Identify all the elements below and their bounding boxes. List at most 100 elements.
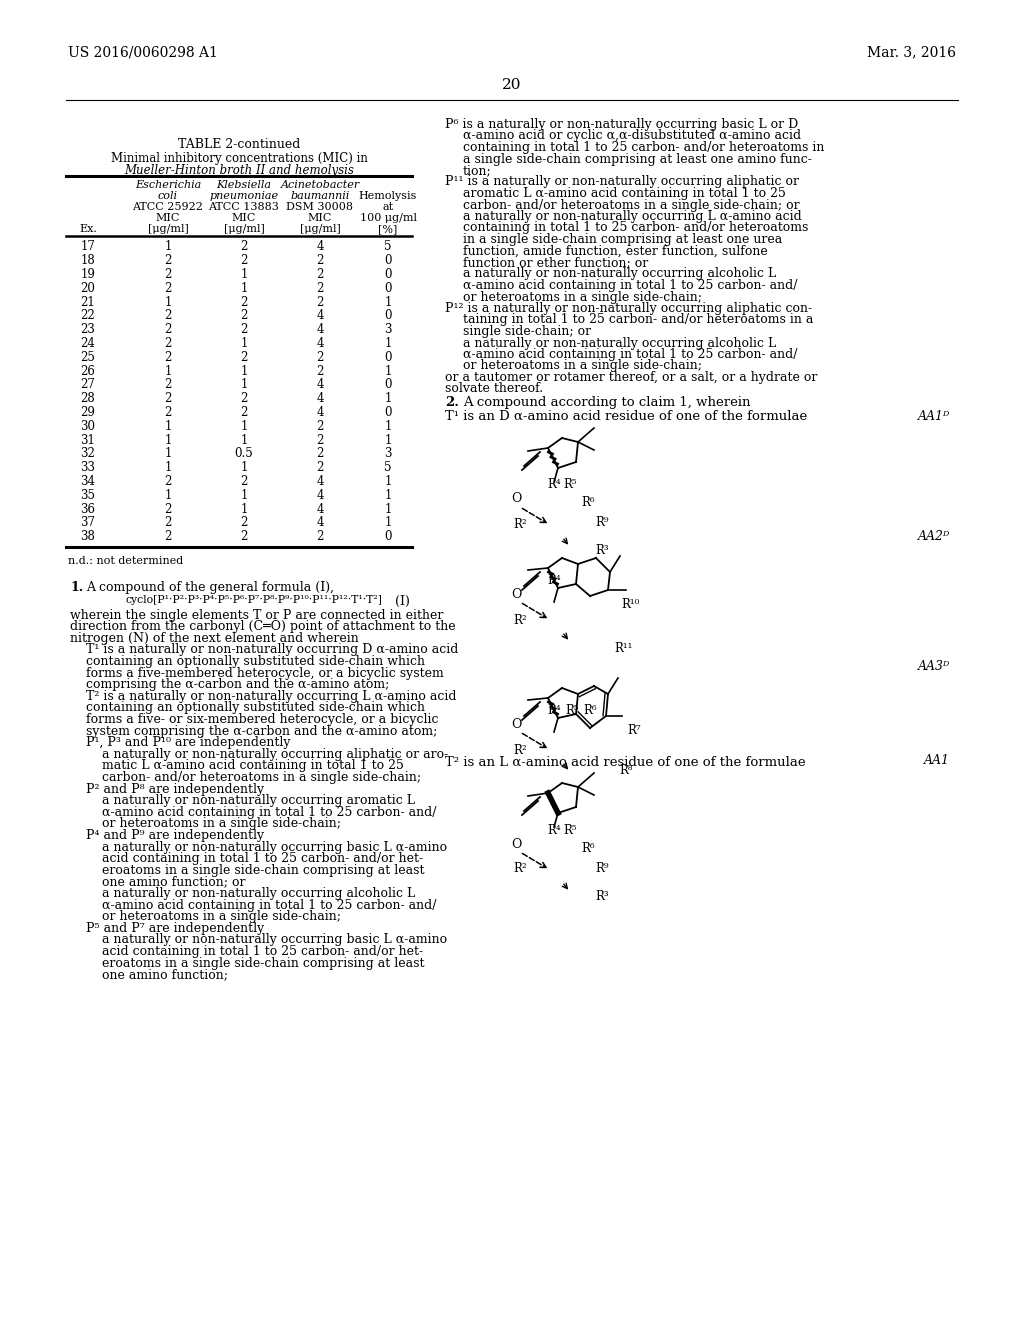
Text: P¹² is a naturally or non-naturally occurring aliphatic con-: P¹² is a naturally or non-naturally occu… bbox=[445, 302, 812, 315]
Text: 2: 2 bbox=[241, 392, 248, 405]
Text: 2: 2 bbox=[316, 255, 324, 267]
Text: 26: 26 bbox=[81, 364, 95, 378]
Text: 2: 2 bbox=[316, 461, 324, 474]
Text: R⁷: R⁷ bbox=[627, 723, 641, 737]
Text: 4: 4 bbox=[316, 379, 324, 392]
Text: one amino function; or: one amino function; or bbox=[102, 875, 246, 888]
Text: 35: 35 bbox=[81, 488, 95, 502]
Text: T² is an L α-amino acid residue of one of the formulae: T² is an L α-amino acid residue of one o… bbox=[445, 756, 806, 770]
Text: 5: 5 bbox=[384, 240, 392, 253]
Text: 2.: 2. bbox=[445, 396, 459, 409]
Text: 25: 25 bbox=[81, 351, 95, 364]
Text: α-amino acid containing in total 1 to 25 carbon- and/: α-amino acid containing in total 1 to 25… bbox=[463, 348, 798, 360]
Text: taining in total 1 to 25 carbon- and/or heteroatoms in a: taining in total 1 to 25 carbon- and/or … bbox=[463, 314, 813, 326]
Text: 2: 2 bbox=[241, 516, 248, 529]
Text: [μg/ml]: [μg/ml] bbox=[223, 224, 264, 234]
Text: 2: 2 bbox=[164, 379, 172, 392]
Text: R²: R² bbox=[513, 517, 526, 531]
Text: acid containing in total 1 to 25 carbon- and/or het-: acid containing in total 1 to 25 carbon-… bbox=[102, 853, 423, 865]
Text: 2: 2 bbox=[241, 255, 248, 267]
Text: 17: 17 bbox=[81, 240, 95, 253]
Text: 0: 0 bbox=[384, 268, 392, 281]
Text: 4: 4 bbox=[316, 407, 324, 418]
Text: one amino function;: one amino function; bbox=[102, 968, 228, 981]
Text: Hemolysis: Hemolysis bbox=[358, 191, 417, 201]
Text: 31: 31 bbox=[81, 433, 95, 446]
Text: 4: 4 bbox=[316, 475, 324, 488]
Text: at: at bbox=[382, 202, 393, 213]
Text: pneumoniae: pneumoniae bbox=[210, 191, 279, 201]
Text: coli: coli bbox=[158, 191, 178, 201]
Text: 37: 37 bbox=[81, 516, 95, 529]
Text: 0: 0 bbox=[384, 255, 392, 267]
Text: 1: 1 bbox=[164, 447, 172, 461]
Text: O: O bbox=[511, 718, 521, 730]
Text: 1: 1 bbox=[241, 433, 248, 446]
Text: Klebsiella: Klebsiella bbox=[216, 180, 271, 190]
Text: containing in total 1 to 25 carbon- and/or heteroatoms: containing in total 1 to 25 carbon- and/… bbox=[463, 222, 808, 235]
Text: 2: 2 bbox=[164, 475, 172, 488]
Text: 2: 2 bbox=[241, 531, 248, 544]
Text: Mueller-Hinton broth II and hemolysis: Mueller-Hinton broth II and hemolysis bbox=[124, 164, 354, 177]
Text: R²: R² bbox=[513, 743, 526, 756]
Text: containing in total 1 to 25 carbon- and/or heteroatoms in: containing in total 1 to 25 carbon- and/… bbox=[463, 141, 824, 154]
Text: a naturally or non-naturally occurring aromatic L: a naturally or non-naturally occurring a… bbox=[102, 795, 415, 808]
Text: MIC: MIC bbox=[308, 213, 332, 223]
Text: 4: 4 bbox=[316, 337, 324, 350]
Text: 2: 2 bbox=[164, 323, 172, 337]
Text: or heteroatoms in a single side-chain;: or heteroatoms in a single side-chain; bbox=[463, 359, 702, 372]
Text: aromatic L α-amino acid containing in total 1 to 25: aromatic L α-amino acid containing in to… bbox=[463, 187, 785, 201]
Text: a naturally or non-naturally occurring aliphatic or aro-: a naturally or non-naturally occurring a… bbox=[102, 748, 449, 760]
Text: 1: 1 bbox=[164, 433, 172, 446]
Text: system comprising the α-carbon and the α-amino atom;: system comprising the α-carbon and the α… bbox=[86, 725, 437, 738]
Text: 2: 2 bbox=[241, 475, 248, 488]
Text: R⁴: R⁴ bbox=[547, 573, 561, 586]
Text: 2: 2 bbox=[164, 531, 172, 544]
Text: 2: 2 bbox=[164, 337, 172, 350]
Text: A compound of the general formula (I),: A compound of the general formula (I), bbox=[86, 581, 334, 594]
Text: Mar. 3, 2016: Mar. 3, 2016 bbox=[867, 45, 956, 59]
Text: AA1: AA1 bbox=[924, 755, 950, 767]
Text: R²: R² bbox=[513, 862, 526, 875]
Text: 4: 4 bbox=[316, 503, 324, 516]
Text: Escherichia: Escherichia bbox=[135, 180, 201, 190]
Text: a naturally or non-naturally occurring alcoholic L: a naturally or non-naturally occurring a… bbox=[463, 268, 776, 281]
Text: 1: 1 bbox=[384, 296, 392, 309]
Text: 1: 1 bbox=[241, 379, 248, 392]
Text: R⁵: R⁵ bbox=[565, 704, 579, 717]
Text: 1: 1 bbox=[164, 420, 172, 433]
Text: A compound according to claim 1, wherein: A compound according to claim 1, wherein bbox=[463, 396, 751, 409]
Text: 1: 1 bbox=[241, 281, 248, 294]
Text: 2: 2 bbox=[164, 503, 172, 516]
Text: 32: 32 bbox=[81, 447, 95, 461]
Text: R⁶: R⁶ bbox=[582, 496, 595, 510]
Text: 30: 30 bbox=[81, 420, 95, 433]
Text: Minimal inhibitory concentrations (MIC) in: Minimal inhibitory concentrations (MIC) … bbox=[111, 152, 368, 165]
Text: in a single side-chain comprising at least one urea: in a single side-chain comprising at lea… bbox=[463, 234, 782, 246]
Text: comprising the α-carbon and the α-amino atom;: comprising the α-carbon and the α-amino … bbox=[86, 678, 389, 692]
Text: 0: 0 bbox=[384, 531, 392, 544]
Text: P⁴ and P⁹ are independently: P⁴ and P⁹ are independently bbox=[86, 829, 264, 842]
Text: 2: 2 bbox=[316, 296, 324, 309]
Text: 1: 1 bbox=[164, 488, 172, 502]
Text: 0: 0 bbox=[384, 351, 392, 364]
Text: α-amino acid or cyclic α,α-disubstituted α-amino acid: α-amino acid or cyclic α,α-disubstituted… bbox=[463, 129, 801, 143]
Text: (I): (I) bbox=[395, 594, 410, 607]
Text: 28: 28 bbox=[81, 392, 95, 405]
Text: 2: 2 bbox=[316, 281, 324, 294]
Text: a naturally or non-naturally occurring alcoholic L: a naturally or non-naturally occurring a… bbox=[102, 887, 416, 900]
Text: 2: 2 bbox=[316, 420, 324, 433]
Text: R¹¹: R¹¹ bbox=[614, 642, 633, 655]
Text: [%]: [%] bbox=[378, 224, 397, 234]
Text: 1: 1 bbox=[384, 420, 392, 433]
Text: 2: 2 bbox=[316, 364, 324, 378]
Text: R⁴: R⁴ bbox=[547, 479, 561, 491]
Text: 4: 4 bbox=[316, 488, 324, 502]
Text: 1: 1 bbox=[384, 337, 392, 350]
Text: 2: 2 bbox=[164, 309, 172, 322]
Text: 3: 3 bbox=[384, 447, 392, 461]
Text: O: O bbox=[511, 837, 521, 850]
Text: tion;: tion; bbox=[463, 164, 492, 177]
Text: baumannii: baumannii bbox=[291, 191, 349, 201]
Text: 2: 2 bbox=[164, 255, 172, 267]
